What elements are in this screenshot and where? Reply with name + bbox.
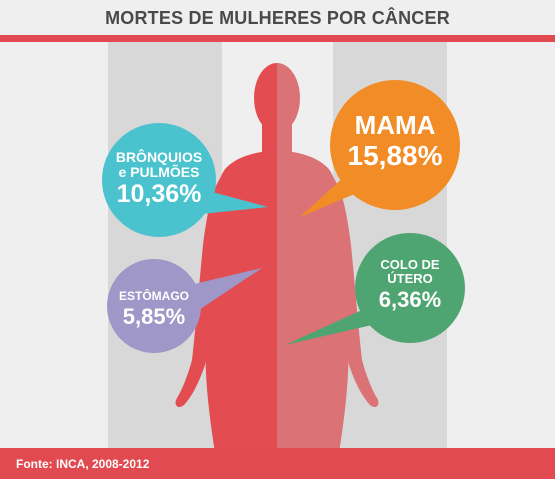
label-estomago: ESTÔMAGO 5,85% <box>109 290 199 328</box>
bubble-colo <box>285 233 465 345</box>
colo-name-line1: COLO DE <box>380 257 440 272</box>
bronquios-name-line1: BRÔNQUIOS <box>115 149 203 165</box>
mama-value: 15,88% <box>347 140 443 172</box>
colo-value: 6,36% <box>378 287 442 313</box>
header-accent-bar <box>0 35 555 42</box>
mama-name: MAMA <box>354 110 436 140</box>
label-mama: MAMA 15,88% <box>335 110 455 172</box>
page-title: MORTES DE MULHERES POR CÂNCER <box>105 8 450 28</box>
label-colo: COLO DE ÚTERO 6,36% <box>360 257 460 313</box>
bronquios-name-line2: e PULMÕES <box>118 163 200 180</box>
bubble-estomago <box>107 259 262 353</box>
estomago-value: 5,85% <box>122 303 186 329</box>
source-text: Fonte: INCA, 2008-2012 <box>16 457 150 471</box>
footer: Fonte: INCA, 2008-2012 <box>0 448 555 479</box>
bronquios-value: 10,36% <box>116 180 202 209</box>
bubble-mama <box>300 80 460 217</box>
header: MORTES DE MULHERES POR CÂNCER <box>0 0 555 35</box>
label-bronquios: BRÔNQUIOS e PULMÕES 10,36% <box>104 150 214 208</box>
bubble-bronquios <box>102 123 268 237</box>
colo-name-line2: ÚTERO <box>387 270 433 286</box>
estomago-name: ESTÔMAGO <box>118 289 189 303</box>
